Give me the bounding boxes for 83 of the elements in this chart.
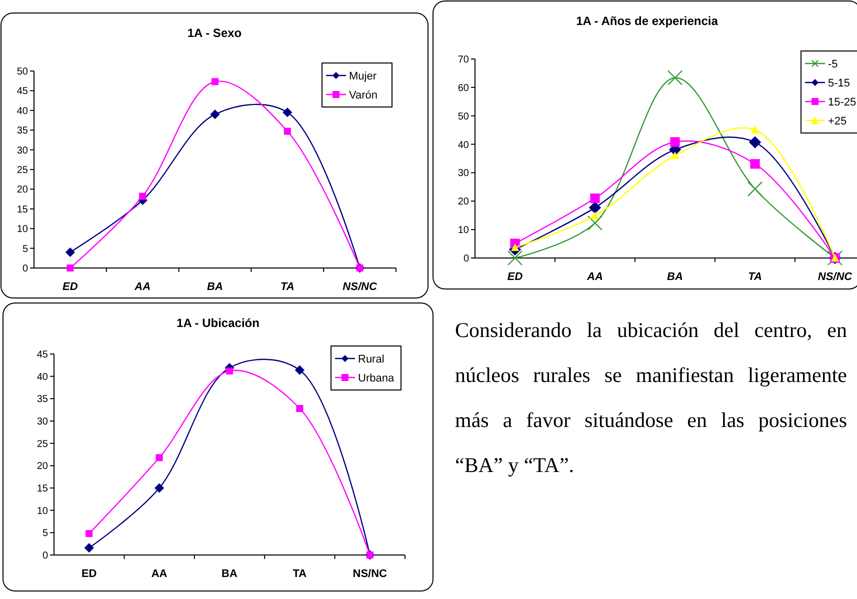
- y-tick-label: 40: [458, 140, 470, 151]
- point: [588, 216, 602, 230]
- y-tick-label: 10: [36, 506, 48, 517]
- y-tick-label: 45: [36, 350, 48, 360]
- legend-label: Varón: [349, 89, 378, 102]
- x-tick-label: BA: [207, 281, 223, 293]
- chart-title: 1A - Ubicación: [176, 316, 260, 330]
- y-tick-label: 60: [458, 82, 470, 94]
- x-tick-label: TA: [280, 281, 294, 293]
- legend-label: Mujer: [349, 70, 377, 82]
- point: [748, 136, 762, 148]
- point: [65, 247, 75, 258]
- y-tick-label: 0: [42, 550, 48, 562]
- legend-label: +25: [828, 115, 847, 128]
- point: [748, 182, 762, 196]
- y-tick-label: 0: [22, 264, 28, 274]
- legend-label: 5-15: [828, 77, 850, 90]
- point: [66, 264, 74, 272]
- y-tick-label: 30: [458, 168, 470, 180]
- y-tick-label: 40: [16, 106, 28, 117]
- x-tick-label: NS/NC: [818, 271, 854, 283]
- y-tick-label: 5: [42, 528, 48, 540]
- point: [588, 202, 602, 214]
- y-tick-label: 70: [458, 54, 470, 66]
- legend-label: -5: [828, 58, 838, 70]
- point: [284, 128, 291, 135]
- point: [212, 78, 218, 86]
- point: [84, 543, 94, 553]
- y-tick-label: 40: [36, 372, 48, 383]
- chart-title: 1A - Años de experiencia: [576, 14, 718, 28]
- y-tick-label: 30: [36, 416, 48, 428]
- x-tick-label: AA: [586, 271, 603, 283]
- y-tick-label: 20: [16, 184, 28, 196]
- y-tick-label: 15: [16, 204, 28, 216]
- y-tick-label: 20: [458, 196, 470, 208]
- x-tick-label: ED: [507, 271, 523, 283]
- point: [750, 159, 760, 169]
- point: [668, 70, 682, 86]
- point: [154, 483, 164, 493]
- x-tick-label: AA: [151, 568, 168, 580]
- x-tick-label: NS/NC: [342, 281, 378, 293]
- y-tick-label: 20: [36, 461, 48, 472]
- y-tick-label: 15: [36, 484, 48, 494]
- x-tick-label: BA: [222, 568, 238, 580]
- point: [508, 250, 522, 266]
- point: [590, 194, 600, 204]
- point: [139, 192, 146, 200]
- x-tick-label: ED: [62, 281, 78, 293]
- point: [282, 108, 292, 118]
- x-tick-label: TA: [292, 568, 307, 580]
- y-tick-label: 35: [36, 394, 48, 406]
- y-tick-label: 10: [16, 224, 28, 236]
- x-tick-label: ED: [81, 568, 97, 580]
- point: [671, 152, 679, 160]
- y-tick-label: 25: [16, 165, 28, 176]
- point: [294, 365, 304, 375]
- point: [591, 212, 599, 220]
- point: [86, 530, 93, 538]
- legend-label: Urbana: [358, 372, 395, 384]
- point: [296, 404, 304, 412]
- y-tick-label: 35: [16, 126, 28, 137]
- x-tick-label: TA: [748, 271, 762, 283]
- text: Considerando la ubicación del centro, en núcleos rurales se manifiestan ligeramente más a favor situándose en las posiciones “BA” y “TA”.: [455, 317, 847, 479]
- y-tick-label: 50: [16, 66, 28, 78]
- x-tick-label: NS/NC: [352, 568, 388, 580]
- point: [226, 367, 233, 374]
- x-tick-label: BA: [667, 271, 683, 283]
- point: [751, 126, 759, 134]
- point: [210, 110, 220, 120]
- y-tick-label: 10: [458, 225, 470, 236]
- chart-title: 1A - Sexo: [187, 26, 242, 40]
- y-tick-label: 50: [458, 111, 470, 122]
- point: [670, 137, 680, 147]
- y-tick-label: 45: [16, 86, 28, 98]
- legend-label: Rural: [358, 353, 384, 366]
- y-tick-label: 0: [463, 254, 470, 264]
- legend-label: 15-25: [828, 96, 856, 108]
- point: [511, 243, 519, 251]
- point: [156, 454, 163, 462]
- y-tick-label: 5: [22, 244, 28, 255]
- y-tick-label: 30: [16, 145, 28, 156]
- y-tick-label: 25: [36, 438, 48, 450]
- x-tick-label: AA: [134, 281, 151, 293]
